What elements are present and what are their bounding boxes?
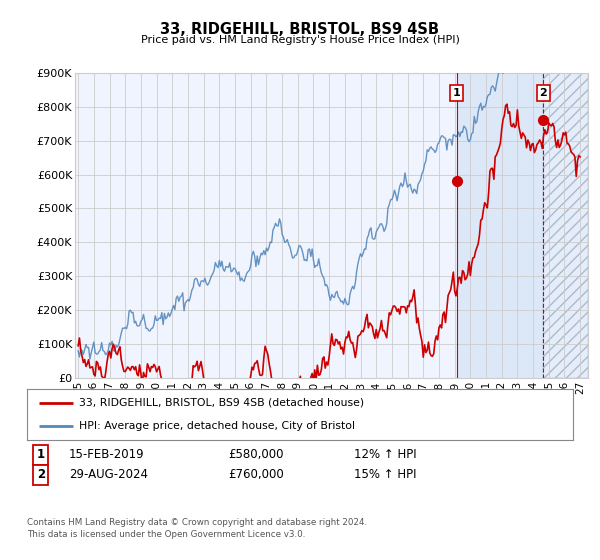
Text: 1: 1 (452, 88, 460, 98)
Text: 1: 1 (37, 448, 45, 461)
Bar (457, 73, 544, 378)
Bar (544, 73, 588, 378)
Text: 12% ↑ HPI: 12% ↑ HPI (354, 448, 416, 461)
Text: 15-FEB-2019: 15-FEB-2019 (69, 448, 145, 461)
Text: HPI: Average price, detached house, City of Bristol: HPI: Average price, detached house, City… (79, 421, 355, 431)
Text: £580,000: £580,000 (228, 448, 284, 461)
Text: Contains HM Land Registry data © Crown copyright and database right 2024.
This d: Contains HM Land Registry data © Crown c… (27, 518, 367, 539)
Text: 33, RIDGEHILL, BRISTOL, BS9 4SB (detached house): 33, RIDGEHILL, BRISTOL, BS9 4SB (detache… (79, 398, 364, 408)
Bar (544, 73, 588, 378)
Text: 29-AUG-2024: 29-AUG-2024 (69, 468, 148, 482)
Text: £760,000: £760,000 (228, 468, 284, 482)
Text: Price paid vs. HM Land Registry's House Price Index (HPI): Price paid vs. HM Land Registry's House … (140, 35, 460, 45)
Text: 2: 2 (539, 88, 547, 98)
Text: 2: 2 (37, 468, 45, 482)
Text: 15% ↑ HPI: 15% ↑ HPI (354, 468, 416, 482)
Text: 33, RIDGEHILL, BRISTOL, BS9 4SB: 33, RIDGEHILL, BRISTOL, BS9 4SB (161, 22, 439, 38)
